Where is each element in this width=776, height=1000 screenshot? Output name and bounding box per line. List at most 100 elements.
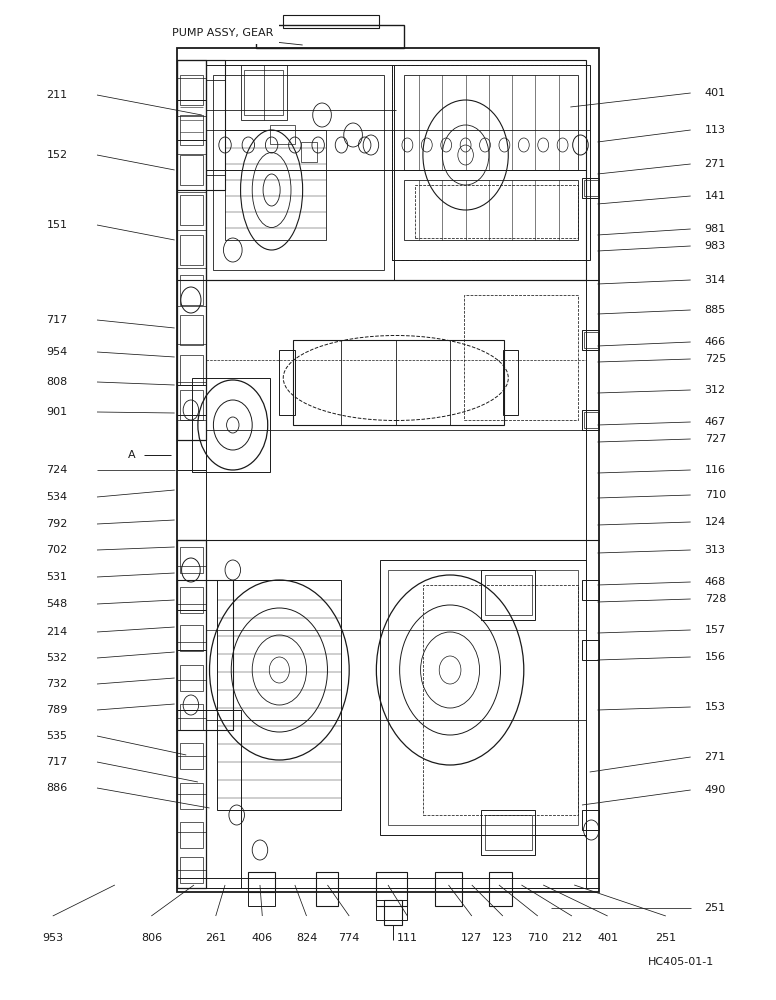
Bar: [244, 70, 283, 115]
Bar: [248, 872, 275, 892]
Bar: [206, 65, 394, 280]
Bar: [180, 822, 203, 848]
Text: 251: 251: [705, 903, 726, 913]
Bar: [177, 385, 206, 415]
Bar: [206, 280, 586, 540]
Bar: [180, 115, 203, 145]
Bar: [180, 390, 203, 420]
Bar: [279, 350, 295, 415]
Text: 212: 212: [561, 933, 583, 943]
Bar: [392, 65, 590, 260]
Bar: [177, 540, 206, 888]
Text: 774: 774: [338, 933, 360, 943]
Text: A: A: [128, 450, 136, 460]
Text: 261: 261: [205, 933, 227, 943]
Bar: [180, 587, 203, 613]
Text: PUMP ASSY, GEAR: PUMP ASSY, GEAR: [172, 28, 274, 38]
Bar: [180, 704, 203, 730]
Text: 152: 152: [47, 150, 68, 160]
Text: 725: 725: [705, 354, 726, 364]
Bar: [248, 888, 275, 906]
Text: 490: 490: [705, 785, 726, 795]
Bar: [206, 540, 586, 888]
Bar: [376, 900, 407, 920]
Text: 710: 710: [705, 490, 726, 500]
Bar: [481, 570, 535, 620]
Bar: [180, 75, 203, 105]
Bar: [582, 640, 599, 660]
Text: 467: 467: [705, 417, 726, 427]
Text: 534: 534: [47, 492, 68, 502]
Bar: [213, 75, 384, 270]
Bar: [582, 330, 599, 350]
Text: 251: 251: [655, 933, 677, 943]
Bar: [180, 857, 203, 883]
Text: 717: 717: [47, 757, 68, 767]
Text: 401: 401: [597, 933, 618, 943]
Bar: [485, 575, 532, 615]
Bar: [180, 743, 203, 769]
Bar: [177, 60, 225, 190]
Text: 157: 157: [705, 625, 726, 635]
Text: 728: 728: [705, 594, 726, 604]
Text: 983: 983: [705, 241, 726, 251]
Text: 548: 548: [47, 599, 68, 609]
Text: 156: 156: [705, 652, 726, 662]
Bar: [177, 48, 599, 892]
Text: 732: 732: [47, 679, 68, 689]
Bar: [217, 580, 341, 810]
Text: 468: 468: [705, 577, 726, 587]
Text: 314: 314: [705, 275, 726, 285]
Text: 151: 151: [47, 220, 68, 230]
Bar: [293, 340, 504, 425]
Bar: [180, 235, 203, 265]
Text: 116: 116: [705, 465, 726, 475]
Text: 312: 312: [705, 385, 726, 395]
Bar: [489, 872, 512, 906]
Bar: [584, 180, 598, 196]
Bar: [256, 25, 404, 48]
Text: 111: 111: [397, 933, 418, 943]
Bar: [270, 125, 295, 144]
Bar: [180, 275, 203, 305]
Bar: [180, 783, 203, 809]
Text: 532: 532: [47, 653, 68, 663]
Text: 124: 124: [705, 517, 726, 527]
Text: 313: 313: [705, 545, 726, 555]
Text: 271: 271: [705, 752, 726, 762]
Bar: [177, 580, 233, 730]
Bar: [316, 872, 338, 906]
Text: 401: 401: [705, 88, 726, 98]
Text: 211: 211: [47, 90, 68, 100]
Bar: [503, 350, 518, 415]
Text: 901: 901: [47, 407, 68, 417]
Text: 792: 792: [46, 519, 68, 529]
Text: 886: 886: [47, 783, 68, 793]
Text: 724: 724: [46, 465, 68, 475]
Text: 824: 824: [296, 933, 317, 943]
Bar: [180, 155, 203, 185]
Bar: [582, 580, 599, 600]
Bar: [301, 142, 317, 162]
Text: 113: 113: [705, 125, 726, 135]
Bar: [435, 872, 462, 906]
Bar: [180, 355, 203, 385]
Text: 808: 808: [47, 377, 68, 387]
Bar: [180, 547, 203, 573]
Bar: [192, 378, 270, 472]
Text: 806: 806: [140, 933, 162, 943]
Text: 214: 214: [47, 627, 68, 637]
Bar: [241, 65, 287, 120]
Bar: [584, 332, 598, 348]
Bar: [177, 710, 241, 888]
Bar: [177, 60, 206, 440]
Bar: [283, 15, 379, 28]
Text: 271: 271: [705, 159, 726, 169]
Text: 153: 153: [705, 702, 726, 712]
Text: 466: 466: [705, 337, 726, 347]
Bar: [177, 60, 206, 440]
Bar: [206, 60, 586, 280]
Bar: [180, 195, 203, 225]
Text: 727: 727: [705, 434, 726, 444]
Text: 535: 535: [47, 731, 68, 741]
